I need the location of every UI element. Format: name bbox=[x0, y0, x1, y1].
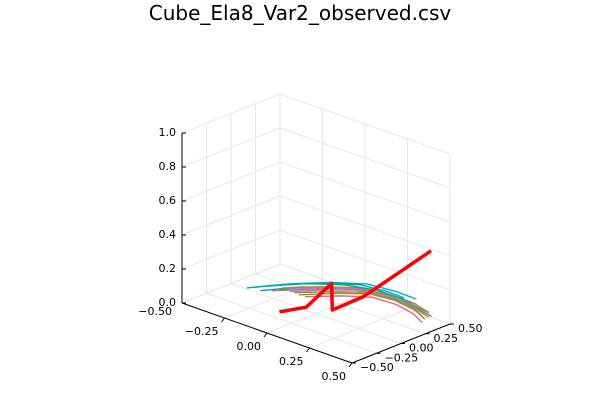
x-tick-label: −0.50 bbox=[138, 305, 172, 318]
z-tick-label: 0.6 bbox=[159, 194, 177, 207]
y-tick-label: 0.00 bbox=[409, 342, 434, 355]
y-tick-label: −0.50 bbox=[360, 361, 394, 374]
grid-line bbox=[181, 93, 281, 134]
y-tick-label: 0.50 bbox=[458, 322, 483, 335]
series-line-5 bbox=[294, 290, 429, 318]
grid-line bbox=[279, 161, 451, 223]
chart-title: Cube_Ela8_Var2_observed.csv bbox=[148, 1, 452, 25]
grid-line bbox=[181, 229, 281, 270]
grid-line bbox=[255, 273, 426, 335]
z-tick-label: 0.8 bbox=[159, 160, 177, 173]
grid-line bbox=[181, 263, 281, 304]
z-tick-label: 0.2 bbox=[159, 262, 177, 275]
grid-line bbox=[181, 127, 281, 168]
grid-line bbox=[279, 229, 451, 291]
y-tick-label: 0.25 bbox=[434, 332, 459, 345]
highlighted-series-line bbox=[279, 249, 433, 314]
grid-line bbox=[279, 127, 451, 189]
series-line-7 bbox=[304, 295, 423, 324]
grid-line bbox=[279, 195, 451, 257]
z-tick-label: 0.0 bbox=[159, 296, 177, 309]
series-line-11 bbox=[253, 281, 417, 300]
tick-labels: −0.50−0.250.000.250.50−0.50−0.250.000.25… bbox=[138, 126, 482, 383]
series-line-10 bbox=[298, 292, 426, 320]
grid-line bbox=[181, 195, 281, 236]
z-tick-label: 0.4 bbox=[159, 228, 177, 241]
grid-line bbox=[181, 161, 281, 202]
x-tick bbox=[348, 362, 353, 368]
x-tick-label: 0.25 bbox=[279, 355, 304, 368]
grid-line bbox=[279, 93, 451, 155]
series-layer bbox=[246, 249, 433, 324]
x-tick bbox=[306, 347, 310, 353]
x-tick-label: −0.25 bbox=[185, 325, 219, 338]
x-tick-label: 0.00 bbox=[237, 340, 262, 353]
x-tick-label: 0.50 bbox=[322, 370, 347, 383]
series-line-12 bbox=[289, 289, 430, 316]
series-line-9 bbox=[264, 283, 422, 310]
grid-layer bbox=[181, 93, 451, 364]
z-tick-label: 1.0 bbox=[159, 126, 177, 139]
grid-line bbox=[206, 292, 377, 354]
grid-line bbox=[230, 283, 402, 344]
axis-layer bbox=[181, 132, 454, 368]
y-tick-label: −0.25 bbox=[385, 351, 419, 364]
x-tick bbox=[263, 332, 268, 338]
x-tick bbox=[221, 317, 225, 323]
